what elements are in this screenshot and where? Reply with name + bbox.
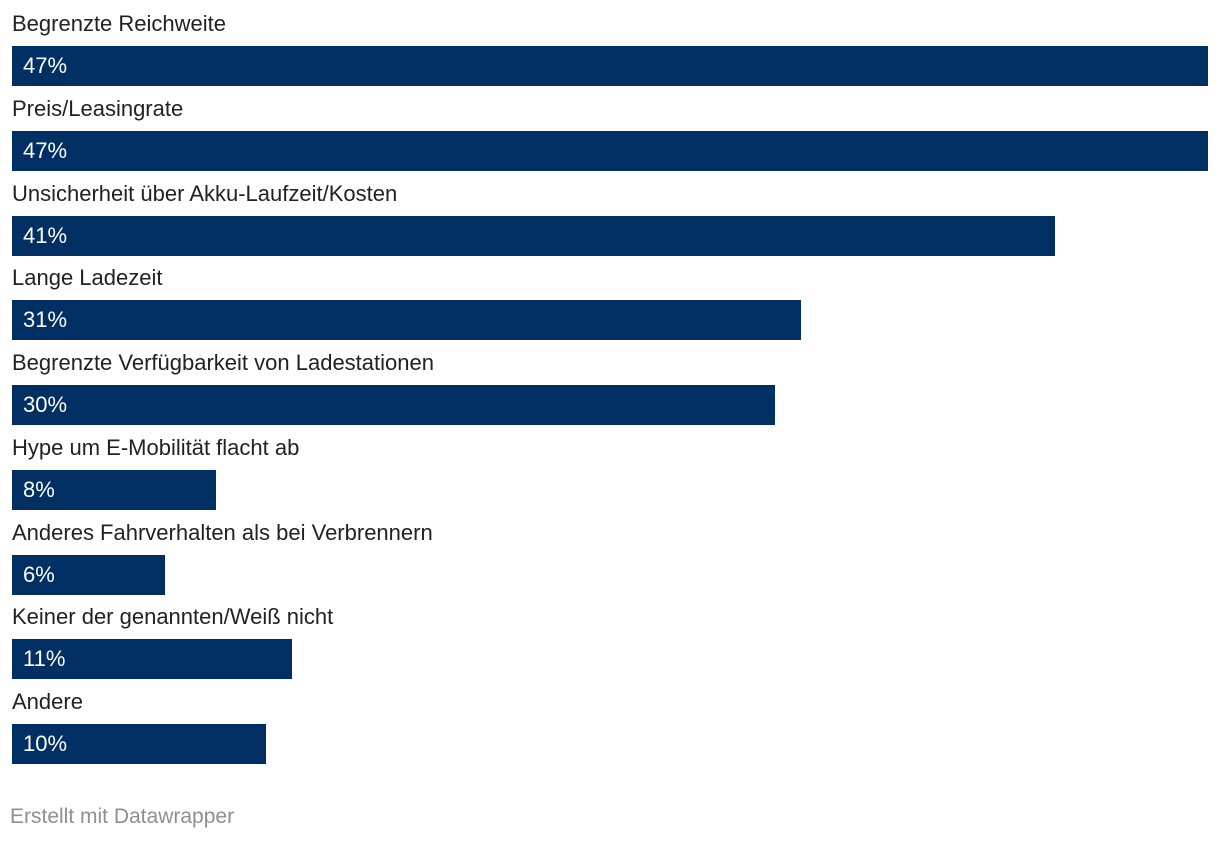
bar-row: Lange Ladezeit 31% [12, 254, 1208, 340]
bar-row: Andere 10% [12, 678, 1208, 764]
value-label: 10% [23, 731, 68, 756]
bar: 47% [12, 46, 1208, 86]
bar: 41% [12, 216, 1055, 256]
bar: 6% [12, 555, 165, 595]
bar-row: Hype um E-Mobilität flacht ab 8% [12, 424, 1208, 510]
category-label: Preis/Leasingrate [12, 96, 184, 121]
bar: 31% [12, 300, 801, 340]
category-label: Hype um E-Mobilität flacht ab [12, 435, 300, 460]
category-label: Begrenzte Verfügbarkeit von Ladestatione… [12, 350, 434, 375]
value-label: 41% [23, 223, 68, 248]
datawrapper-credit: Erstellt mit Datawrapper [10, 805, 235, 828]
value-label: 8% [23, 477, 55, 502]
value-label: 31% [23, 307, 68, 332]
bar-row: Unsicherheit über Akku-Laufzeit/Kosten 41… [12, 170, 1208, 256]
value-label: 30% [23, 392, 68, 417]
category-label: Keiner der genannten/Weiß nicht [12, 604, 334, 629]
bar: 30% [12, 385, 775, 425]
category-label: Lange Ladezeit [12, 265, 163, 290]
category-label: Begrenzte Reichweite [12, 11, 227, 36]
value-label: 11% [23, 646, 66, 671]
bar: 11% [12, 639, 292, 679]
value-label: 6% [23, 562, 55, 587]
bar-row: Preis/Leasingrate 47% [12, 85, 1208, 171]
value-label: 47% [23, 53, 68, 78]
category-label: Unsicherheit über Akku-Laufzeit/Kosten [12, 181, 398, 206]
bar: 10% [12, 724, 266, 764]
value-label: 47% [23, 138, 68, 163]
bar-row: Keiner der genannten/Weiß nicht 11% [12, 593, 1208, 679]
bar: 8% [12, 470, 216, 510]
bar-row: Anderes Fahrverhalten als bei Verbrenner… [12, 509, 1208, 595]
category-label: Anderes Fahrverhalten als bei Verbrenner… [12, 520, 433, 545]
bar-row: Begrenzte Verfügbarkeit von Ladestatione… [12, 339, 1208, 425]
bar-chart: Begrenzte Reichweite 47% Preis/Leasingrate… [12, 0, 1208, 780]
bar-row: Begrenzte Reichweite 47% [12, 0, 1208, 86]
category-label: Andere [12, 689, 83, 714]
bar: 47% [12, 131, 1208, 171]
